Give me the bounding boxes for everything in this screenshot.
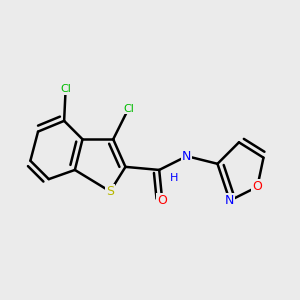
Text: H: H [170,172,179,183]
Text: Cl: Cl [123,103,134,114]
Text: N: N [225,194,234,207]
Text: S: S [106,185,114,198]
Text: O: O [157,194,167,207]
Text: N: N [182,150,191,163]
Text: Cl: Cl [60,84,71,94]
Text: O: O [252,180,262,193]
